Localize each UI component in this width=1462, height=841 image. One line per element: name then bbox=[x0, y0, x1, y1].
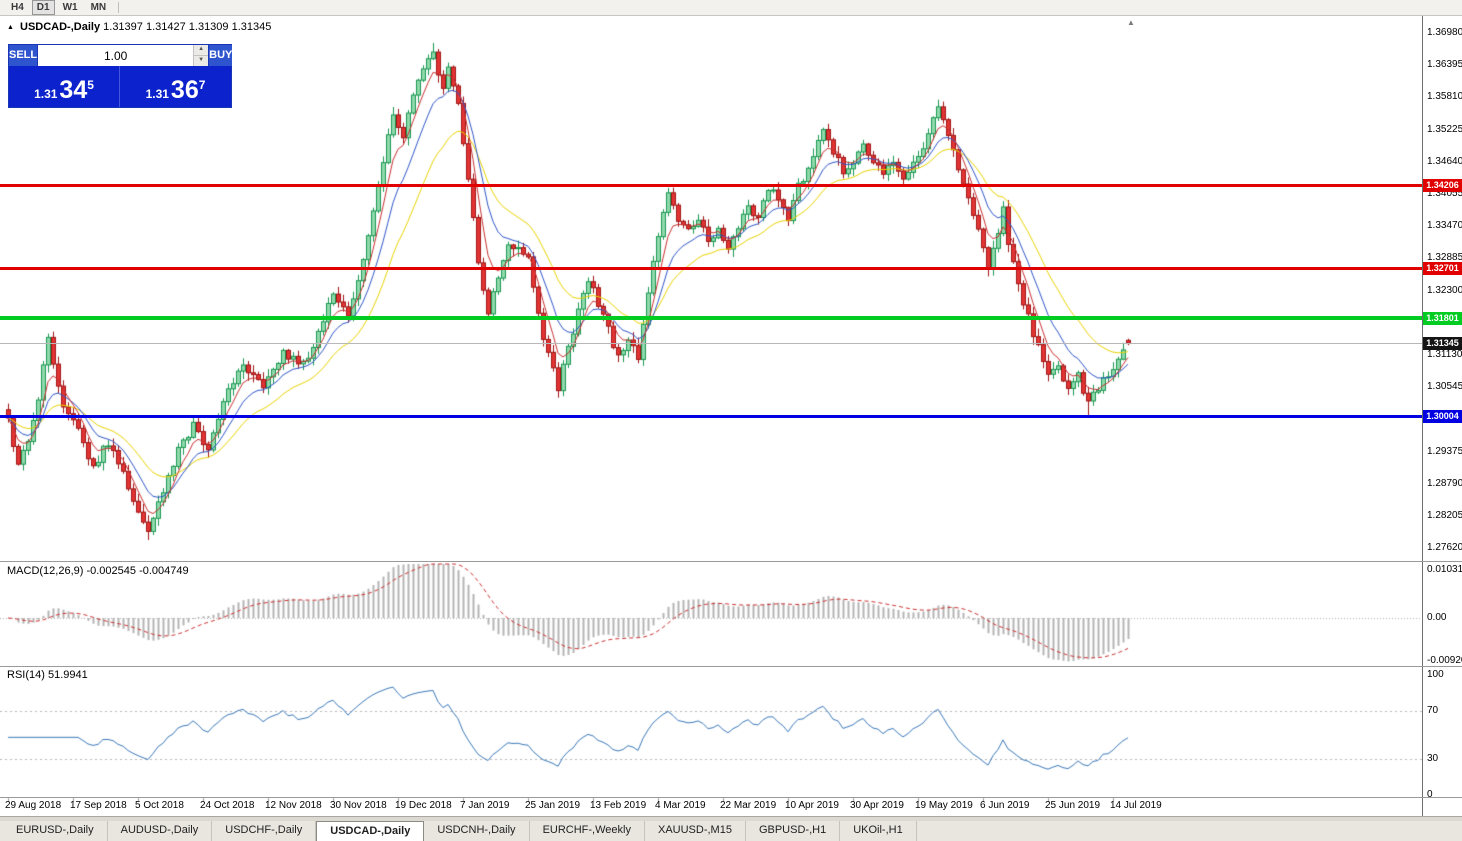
buy-price-prefix: 1.31 bbox=[145, 87, 169, 101]
panel-separator[interactable] bbox=[0, 561, 1462, 562]
rsi-indicator-label: RSI(14) 51.9941 bbox=[7, 669, 88, 681]
timeframe-button-group: H4 D1 W1 MN bbox=[6, 0, 111, 15]
volume-decrease-button[interactable]: ▼ bbox=[194, 56, 209, 66]
price-axis-column[interactable] bbox=[1422, 16, 1462, 816]
tab-ukoil-h1[interactable]: UKOil-,H1 bbox=[840, 821, 917, 841]
sell-price-pipette: 5 bbox=[87, 78, 94, 92]
chart-bottom-strip bbox=[0, 816, 1462, 821]
buy-price-main: 36 bbox=[170, 76, 199, 104]
trade-panel-price-row: 1.31 34 5 1.31 36 7 bbox=[9, 66, 231, 107]
tab-usdcad-daily[interactable]: USDCAD-,Daily bbox=[316, 821, 425, 841]
toolbar: H4 D1 W1 MN bbox=[0, 0, 1462, 16]
timeframe-button-h4[interactable]: H4 bbox=[11, 2, 24, 13]
chart-ohlc-values: 1.31397 1.31427 1.31309 1.31345 bbox=[103, 21, 272, 33]
sell-price-main: 34 bbox=[59, 76, 88, 104]
sell-price-prefix: 1.31 bbox=[34, 87, 58, 101]
chart-canvas[interactable] bbox=[0, 16, 1422, 816]
buy-button[interactable]: BUY bbox=[209, 45, 233, 66]
volume-increase-button[interactable]: ▲ bbox=[194, 45, 209, 56]
tab-usdchf-daily[interactable]: USDCHF-,Daily bbox=[212, 821, 317, 841]
chart-shift-marker-icon: ▲ bbox=[1127, 18, 1135, 27]
sell-button[interactable]: SELL bbox=[9, 45, 38, 66]
panel-separator[interactable] bbox=[0, 666, 1462, 667]
tab-eurchf-weekly[interactable]: EURCHF-,Weekly bbox=[530, 821, 645, 841]
chart-tab-bar: EURUSD-,Daily AUDUSD-,Daily USDCHF-,Daily U… bbox=[0, 821, 1462, 841]
trade-panel-buttons-row: SELL ▲ ▼ BUY bbox=[9, 45, 233, 66]
timeframe-button-w1[interactable]: W1 bbox=[62, 2, 78, 13]
chart-symbol-period: USDCAD-,Daily bbox=[20, 21, 101, 33]
toolbar-separator bbox=[118, 2, 120, 13]
buy-price-pipette: 7 bbox=[198, 78, 206, 92]
one-click-trading-panel: SELL ▲ ▼ BUY 1.31 34 5 1.31 36 7 bbox=[8, 44, 233, 108]
volume-input[interactable] bbox=[38, 45, 194, 66]
timeframe-button-mn[interactable]: MN bbox=[90, 2, 107, 13]
tab-eurusd-daily[interactable]: EURUSD-,Daily bbox=[3, 821, 108, 841]
tab-xauusd-m15[interactable]: XAUUSD-,M15 bbox=[645, 821, 746, 841]
buy-price-display[interactable]: 1.31 36 7 bbox=[120, 66, 231, 107]
volume-spinner: ▲ ▼ bbox=[193, 45, 209, 66]
tab-audusd-daily[interactable]: AUDUSD-,Daily bbox=[108, 821, 213, 841]
tab-usdcnh-daily[interactable]: USDCNH-,Daily bbox=[424, 821, 530, 841]
macd-indicator-label: MACD(12,26,9) -0.002545 -0.004749 bbox=[7, 565, 189, 577]
chart-title: ▲ USDCAD-,Daily 1.31397 1.31427 1.31309 … bbox=[7, 21, 271, 33]
timeframe-button-d1[interactable]: D1 bbox=[31, 0, 55, 15]
panel-separator[interactable] bbox=[0, 797, 1462, 798]
tab-gbpusd-h1[interactable]: GBPUSD-,H1 bbox=[746, 821, 841, 841]
sell-price-display[interactable]: 1.31 34 5 bbox=[9, 66, 120, 107]
chart-title-marker-icon: ▲ bbox=[7, 24, 14, 31]
volume-box: ▲ ▼ bbox=[37, 45, 210, 66]
